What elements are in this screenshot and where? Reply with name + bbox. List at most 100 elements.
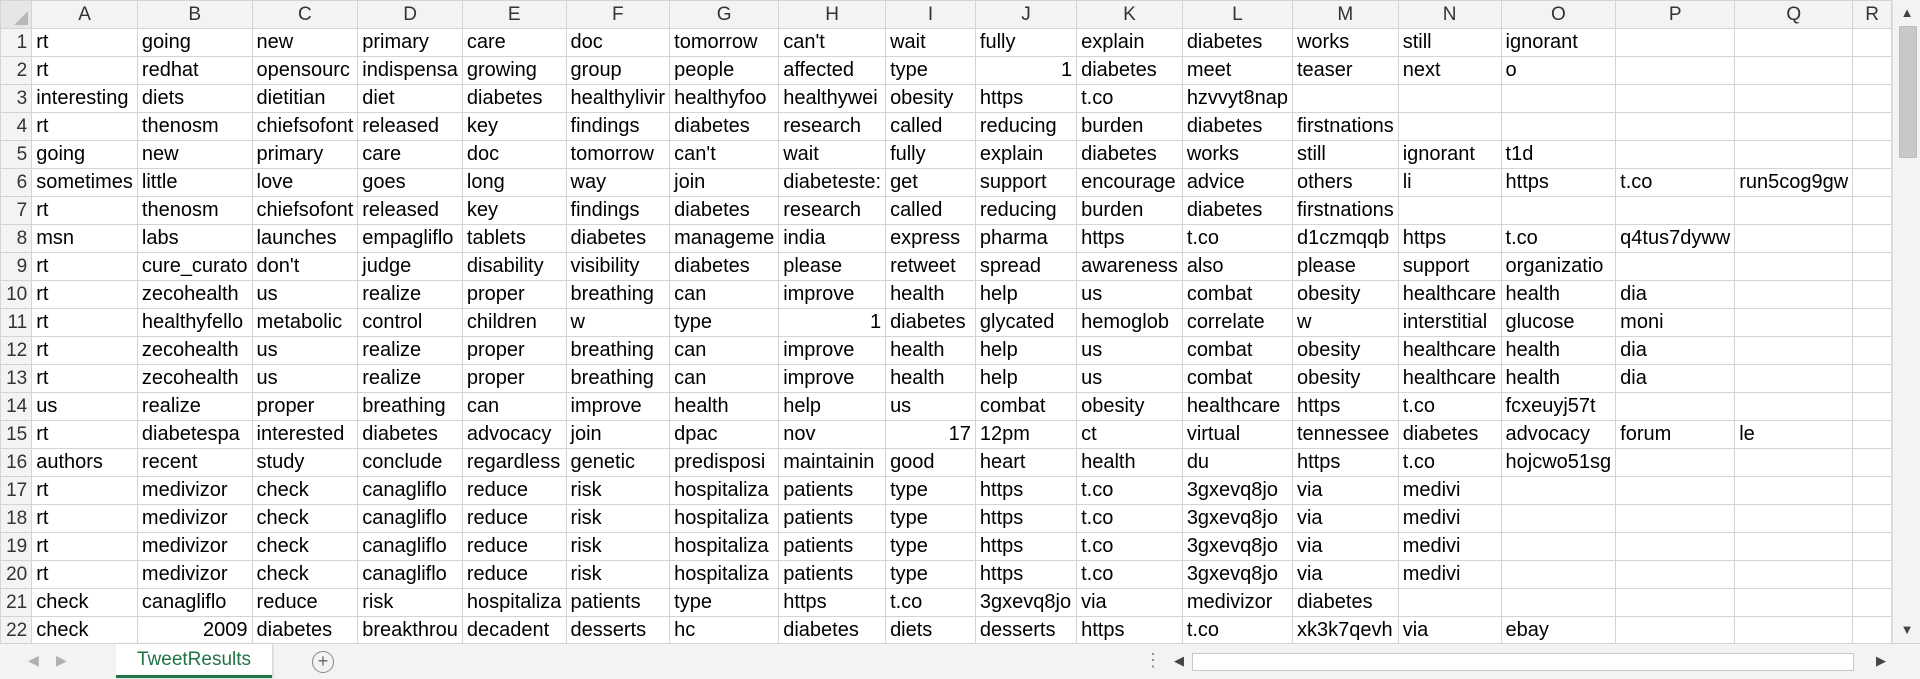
cell[interactable]: medivizor <box>1181 588 1293 617</box>
cell[interactable]: rt <box>31 420 138 449</box>
cell[interactable]: obesity <box>1291 280 1399 309</box>
cell[interactable]: realize <box>357 280 463 309</box>
cell[interactable]: called <box>885 196 976 225</box>
cell[interactable] <box>1734 56 1854 85</box>
cell[interactable]: empagliflo <box>357 224 463 253</box>
cell[interactable]: disability <box>461 252 567 281</box>
cell[interactable]: hospitaliza <box>669 476 780 505</box>
cell[interactable]: type <box>669 588 780 617</box>
cell[interactable]: diabetes <box>251 616 359 643</box>
cell[interactable]: can <box>669 336 780 365</box>
cell[interactable]: https <box>974 84 1078 113</box>
cell[interactable]: t.co <box>1615 168 1736 197</box>
cell[interactable]: hemoglob <box>1076 308 1183 337</box>
cell[interactable]: retweet <box>885 252 976 281</box>
cell[interactable]: reduce <box>461 560 567 589</box>
cell[interactable] <box>1615 476 1736 505</box>
cell[interactable]: rt <box>31 532 138 561</box>
cell[interactable]: d1czmqqb <box>1291 224 1399 253</box>
cell[interactable]: us <box>1076 364 1183 393</box>
cell[interactable] <box>1734 336 1854 365</box>
cell[interactable]: t.co <box>1181 224 1293 253</box>
cell[interactable] <box>1852 168 1892 197</box>
cell[interactable]: next <box>1397 56 1502 85</box>
cell[interactable]: medivi <box>1397 476 1502 505</box>
column-header-i[interactable]: I <box>885 0 976 29</box>
cell[interactable]: indispensa <box>357 56 463 85</box>
cell[interactable]: medivizor <box>136 504 253 533</box>
cell[interactable]: visibility <box>565 252 671 281</box>
cell[interactable]: rt <box>31 308 138 337</box>
cell[interactable]: https <box>974 532 1078 561</box>
column-header-e[interactable]: E <box>461 0 567 29</box>
scroll-left-icon[interactable]: ◀ <box>1174 653 1184 668</box>
cell[interactable] <box>1734 364 1854 393</box>
cell[interactable]: chiefsofont <box>251 112 359 141</box>
cell[interactable]: hzvvyt8nap <box>1181 84 1293 113</box>
cell[interactable]: medivi <box>1397 560 1502 589</box>
cell[interactable]: ignorant <box>1500 28 1617 57</box>
cell[interactable]: join <box>565 420 671 449</box>
cell[interactable]: ignorant <box>1397 140 1502 169</box>
cell[interactable]: reduce <box>461 532 567 561</box>
vertical-scroll-thumb[interactable] <box>1899 26 1917 158</box>
cell[interactable]: medivizor <box>136 560 253 589</box>
cell[interactable] <box>1615 532 1736 561</box>
cell[interactable]: breakthrou <box>357 616 463 643</box>
cell[interactable]: ebay <box>1500 616 1617 643</box>
cell[interactable]: via <box>1291 504 1399 533</box>
cell[interactable]: interesting <box>31 84 138 113</box>
cell[interactable]: diets <box>885 616 976 643</box>
cell[interactable]: obesity <box>885 84 976 113</box>
cell[interactable]: https <box>1291 392 1399 421</box>
cell[interactable]: https <box>1397 224 1502 253</box>
cell[interactable] <box>1734 392 1854 421</box>
cell[interactable]: decadent <box>461 616 567 643</box>
scroll-down-icon[interactable]: ▼ <box>1900 622 1914 637</box>
cell[interactable]: proper <box>461 364 567 393</box>
cell[interactable]: check <box>251 504 359 533</box>
cell[interactable]: advocacy <box>461 420 567 449</box>
cell[interactable]: healthywei <box>778 84 887 113</box>
cell[interactable]: t.co <box>1181 616 1293 643</box>
cell[interactable] <box>1615 560 1736 589</box>
cell[interactable]: t.co <box>1076 476 1183 505</box>
horizontal-scrollbar[interactable]: ◀ ▶ <box>1168 650 1892 672</box>
cell[interactable]: https <box>974 560 1078 589</box>
cell[interactable] <box>1852 336 1892 365</box>
cell[interactable]: children <box>461 308 567 337</box>
cell[interactable] <box>1397 84 1502 113</box>
cell[interactable]: tomorrow <box>669 28 780 57</box>
cell[interactable]: combat <box>1181 280 1293 309</box>
cell[interactable]: zecohealth <box>136 364 253 393</box>
cell[interactable]: https <box>974 476 1078 505</box>
row-header[interactable]: 9 <box>0 252 33 281</box>
cell[interactable]: hospitaliza <box>461 588 567 617</box>
cell[interactable]: firstnations <box>1291 112 1399 141</box>
cell[interactable]: t.co <box>1397 448 1502 477</box>
cell[interactable]: others <box>1291 168 1399 197</box>
cell[interactable]: patients <box>778 504 887 533</box>
cell[interactable]: fully <box>974 28 1078 57</box>
cell[interactable] <box>1397 588 1502 617</box>
cell[interactable]: india <box>778 224 887 253</box>
cell[interactable]: findings <box>565 196 671 225</box>
cell[interactable] <box>1734 448 1854 477</box>
cell[interactable]: realize <box>357 336 463 365</box>
cell[interactable]: healthcare <box>1397 280 1502 309</box>
cell[interactable]: redhat <box>136 56 253 85</box>
cell[interactable]: reducing <box>974 196 1078 225</box>
cell[interactable]: key <box>461 112 567 141</box>
cell[interactable] <box>1734 252 1854 281</box>
cell[interactable]: don't <box>251 252 359 281</box>
cell[interactable] <box>1734 84 1854 113</box>
cell[interactable]: us <box>885 392 976 421</box>
prev-sheet-icon[interactable]: ◀ <box>28 652 39 668</box>
cell[interactable] <box>1852 616 1892 643</box>
cell[interactable]: goes <box>357 168 463 197</box>
cell[interactable]: patients <box>565 588 671 617</box>
cell[interactable]: o <box>1500 56 1617 85</box>
cell[interactable]: care <box>461 28 567 57</box>
cell[interactable] <box>1615 616 1736 643</box>
cell[interactable]: health <box>669 392 780 421</box>
